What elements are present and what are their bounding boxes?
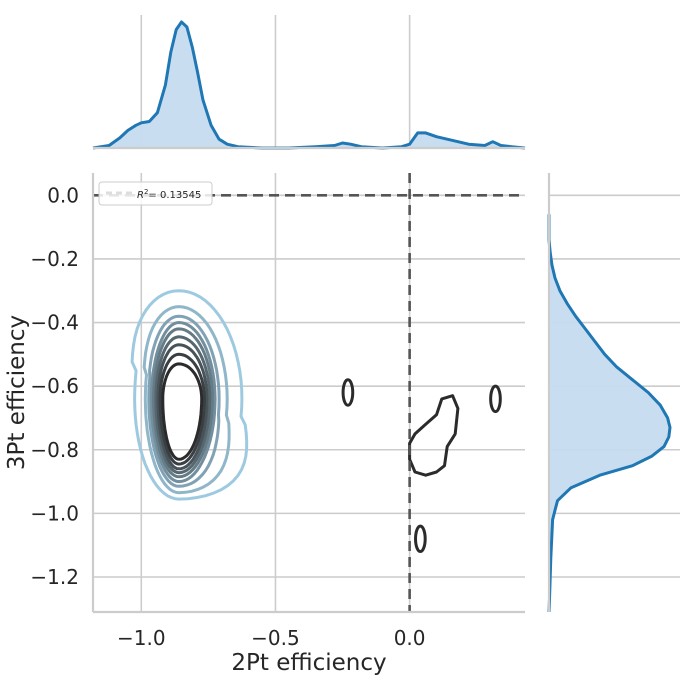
density-contour-island: [408, 394, 460, 477]
density-contour-island: [489, 384, 502, 414]
density-contour-island: [341, 378, 355, 407]
density-contour: [156, 343, 209, 471]
y-tick-label: −1.2: [30, 565, 79, 589]
density-contour: [154, 335, 212, 475]
density-contour-island: [414, 524, 427, 554]
top-marginal-panel: [92, 15, 526, 150]
legend: R2= 0.13545: [98, 181, 213, 206]
right-marginal-fill: [549, 214, 670, 612]
main-axes: −1.0 −0.5 0.0 0.0 −0.2 −0.4 −0.6 −0.8 −1.0 −1.2 2P…: [4, 173, 525, 676]
x-tick-label: 0.0: [394, 626, 426, 650]
density-contour: [152, 327, 214, 479]
y-tick-label: −1.0: [30, 501, 79, 525]
density-contour: [161, 362, 204, 461]
x-tick-label: −0.5: [251, 626, 300, 650]
legend-box: [98, 181, 213, 206]
y-tick-label: 0.0: [47, 183, 79, 207]
legend-r2-text: R2= 0.13545: [137, 188, 201, 201]
right-marginal-kde-line: [547, 214, 672, 613]
right-marginal-panel: [547, 173, 680, 613]
density-contour: [130, 289, 249, 501]
density-contour: [142, 305, 231, 495]
y-tick-label: −0.6: [30, 374, 79, 398]
density-contour: [158, 352, 206, 466]
density-contour: [149, 320, 217, 484]
y-axis-label: 3Pt efficiency: [4, 315, 30, 470]
x-axis-label: 2Pt efficiency: [231, 650, 386, 676]
y-tick-label: −0.8: [30, 438, 79, 462]
density-contour: [147, 314, 221, 488]
top-marginal-fill: [93, 22, 525, 148]
main-contours: [130, 289, 502, 554]
y-tick-label: −0.4: [30, 311, 79, 335]
x-tick-label: −1.0: [117, 626, 166, 650]
y-tick-label: −0.2: [30, 247, 79, 271]
